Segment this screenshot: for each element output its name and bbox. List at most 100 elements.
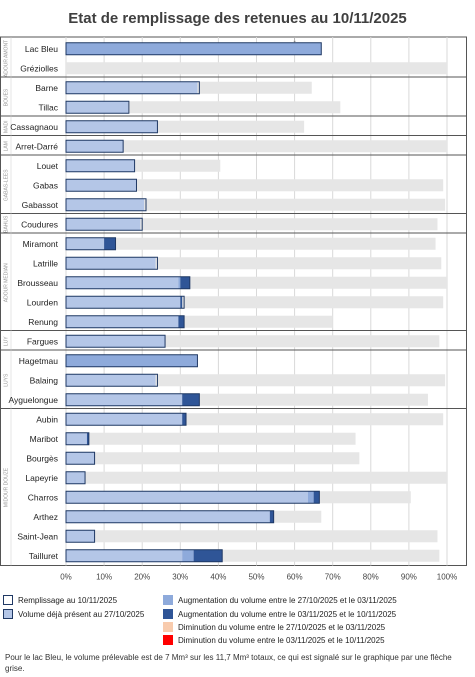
reservoir-label: Bourgès [26,453,58,463]
reservoir-label: Lapeyrie [25,473,58,483]
group-label: BOUES [3,88,9,106]
base-volume-bar [66,179,137,192]
reservoir-label: Gréziolles [20,63,58,73]
reservoir-label: Brousseau [17,278,58,288]
legend-swatch-aug2 [163,609,173,619]
fill-outline [65,217,143,231]
fill-outline [65,100,130,114]
x-tick-label: 30% [172,573,188,582]
increase-2-bar [180,296,183,309]
legend-label-fill: Remplissage au 10/11/2025 [18,595,118,605]
base-volume-bar [66,296,181,309]
legend-label-dim2: Diminution du volume entre le 03/11/2025… [178,635,385,645]
x-tick-label: 80% [363,573,379,582]
x-tick-label: 40% [210,573,226,582]
capacity-bar [66,257,442,270]
capacity-bar [66,62,447,75]
base-volume-bar [66,218,141,231]
plot-frame [0,36,467,566]
base-volume-bar [66,530,95,543]
base-volume-bar [66,549,183,562]
increase-1-bar [307,491,314,504]
fill-outline [65,412,187,426]
legend-swatch-aug1 [163,595,173,605]
capacity-bar [66,452,360,465]
base-volume-bar [66,140,124,153]
legend-swatch-dim2 [163,635,173,645]
x-tick-label: 60% [287,573,303,582]
increase-2-bar [180,276,190,289]
legend-item-dim2: Diminution du volume entre le 03/11/2025… [163,635,385,645]
fill-outline [65,276,191,290]
fill-outline [65,256,158,270]
base-volume-bar [66,101,129,114]
group-label: LAM [3,141,9,151]
fill-outline [65,139,124,153]
increase-1-bar [66,354,198,367]
base-volume-bar [66,159,135,172]
fill-outline [65,295,185,309]
reservoir-label: Tillac [38,102,58,112]
capacity-bar [66,471,447,484]
base-volume-bar [66,510,270,523]
capacity-bar [66,530,438,543]
increase-1-bar [178,276,181,289]
increase-2-bar [269,510,274,523]
reservoir-label: Tailluret [29,551,59,561]
reservoir-label: Latrille [33,258,58,268]
capacity-bar [66,140,447,153]
legend-swatch-fill [3,595,13,605]
reservoir-label: Miramont [23,239,59,249]
increase-2-bar [104,237,116,250]
reservoir-label: Gabas [33,180,58,190]
increase-2-bar [182,413,187,426]
base-volume-bar [66,432,87,445]
reservoir-label: Charros [28,492,58,502]
reservoir-label: Gabassot [22,200,59,210]
x-tick-label: 70% [325,573,341,582]
legend-item-aug1: Augmentation du volume entre le 27/10/20… [163,595,397,605]
group-label: LUYS [3,373,9,387]
increase-1-bar [182,549,194,562]
increase-2-bar [86,432,89,445]
reservoir-label: Cassagnaou [10,122,58,132]
fill-outline [65,237,117,251]
increase-1-bar [66,42,322,55]
base-volume-bar [66,471,86,484]
reservoir-fill-chart: 0% 10% 20% 30% 40% 50% 60% 70% 80% 90% 100% ADOUR A… [0,34,467,582]
base-volume-bar [66,374,156,387]
base-volume-bar [66,413,183,426]
footnote: Pour le lac Bleu, le volume prélevable e… [5,653,452,673]
fill-outline [65,159,136,173]
base-volume-bar [66,198,145,211]
base-volume-bar [66,393,183,406]
capacity-bar [66,198,446,211]
legend-label-aug2: Augmentation du volume entre le 03/11/20… [178,609,397,619]
fill-outline [65,373,158,387]
base-volume-bar [66,276,179,289]
base-volume-bar [66,491,308,504]
group-label: MIDOUR DOUZE [3,467,9,507]
capacity-bar [66,432,356,445]
legend-item-fill: Remplissage au 10/11/2025 [3,595,117,605]
group-label: BAHUS [3,215,9,233]
lac-bleu-marker-arrow: ↓ [292,34,297,44]
fill-outline [65,510,275,524]
reservoir-label: Arret-Darré [15,141,58,151]
capacity-bar [66,179,444,192]
fill-outline [65,490,320,504]
base-volume-bar [66,315,179,328]
reservoir-label: Aubin [36,414,58,424]
fill-outline [65,315,185,329]
legend-label-dim1: Diminution du volume entre le 27/10/2025… [178,622,386,632]
reservoir-label: Arthez [33,512,58,522]
x-tick-label: 50% [248,573,264,582]
legend-item-present: Volume déjà présent au 27/10/2025 [3,609,144,619]
fill-outline [65,529,96,543]
base-volume-bar [66,452,95,465]
base-volume-bar [66,335,166,348]
base-volume-bar [66,257,156,270]
reservoir-label: Fargues [27,336,58,346]
x-tick-label: 10% [96,573,112,582]
capacity-bar [66,374,446,387]
